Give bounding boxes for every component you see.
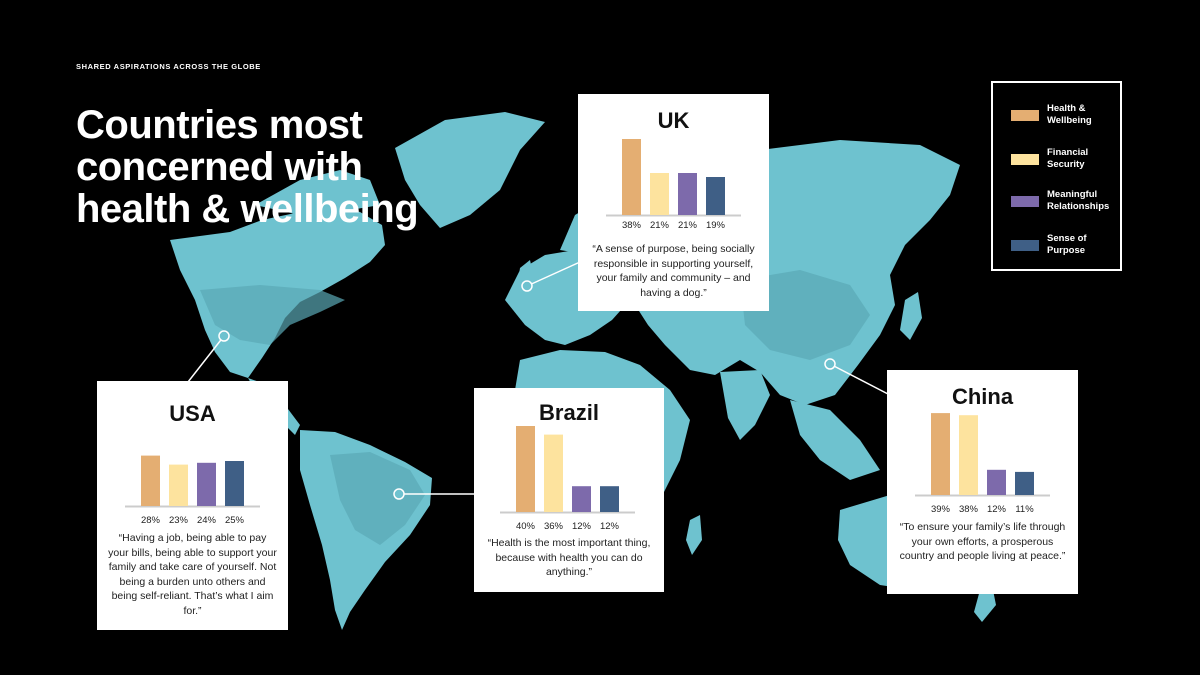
title-line-1: Countries most — [76, 103, 363, 147]
brazil-value-label-relationships: 12% — [572, 521, 592, 532]
china-value-label-financial: 38% — [959, 504, 979, 515]
uk-bar-relationships — [678, 173, 697, 215]
brazil-bar-health — [516, 426, 535, 512]
uk-value-label-health: 38% — [622, 220, 642, 231]
usa-bar-purpose — [225, 461, 244, 506]
usa-bar-chart: 28% 23% 24% 25% — [125, 455, 260, 526]
usa-card-title: USA — [169, 401, 216, 426]
usa-value-label-health: 28% — [141, 515, 161, 526]
china-bar-health — [931, 413, 950, 495]
usa-quote: “Having a job, being able to pay your bi… — [108, 532, 277, 617]
usa-bar-relationships — [197, 462, 216, 506]
uk-card-title: UK — [657, 108, 690, 133]
legend-label-relationships: Meaningful Relationships — [1047, 189, 1110, 212]
india-shape — [720, 370, 770, 440]
china-quote: “To ensure your family’s life through yo… — [899, 521, 1066, 562]
usa-value-label-relationships: 24% — [197, 515, 217, 526]
china-card: China 39% 38% 12% 11% “To ensure your famil… — [887, 370, 1078, 594]
legend-swatch-health — [1011, 109, 1039, 121]
legend-swatch-financial — [1011, 153, 1039, 165]
uk-bar-health — [622, 139, 641, 215]
china-value-label-relationships: 12% — [987, 504, 1007, 515]
southeast-asia-shape — [790, 400, 880, 480]
china-bar-financial — [959, 415, 978, 495]
uk-bar-purpose — [706, 177, 725, 215]
legend-swatch-purpose — [1011, 239, 1039, 251]
legend-item-health: Health & Wellbeing — [1011, 103, 1117, 127]
legend-item-purpose: Sense of Purpose — [1011, 233, 1117, 257]
usa-highlight — [200, 285, 345, 345]
title-line-3: health & wellbeing — [76, 187, 419, 231]
brazil-card: Brazil 40% 36% 12% 12% “Health is the most … — [474, 388, 664, 592]
legend-label-purpose: Sense of Purpose — [1047, 233, 1087, 256]
madagascar-shape — [686, 515, 702, 555]
title-line-2: concerned with — [76, 145, 363, 189]
brazil-highlight — [330, 452, 425, 545]
uk-card: UK 38% 21% 21% 19% “A sense of purpose, bei… — [578, 94, 769, 311]
greenland-shape — [395, 112, 545, 228]
brazil-bar-purpose — [600, 486, 619, 512]
page-title: Countries most concerned with health & w… — [76, 104, 496, 230]
uk-value-label-relationships: 21% — [678, 220, 698, 231]
china-value-label-health: 39% — [931, 504, 951, 515]
uk-bar-financial — [650, 173, 669, 215]
legend: Health & Wellbeing Financial Security Mean… — [991, 81, 1122, 271]
usa-bar-financial — [169, 464, 188, 506]
brazil-bar-chart: 40% 36% 12% 12% — [500, 426, 635, 532]
china-card-title: China — [951, 384, 1014, 409]
china-bar-chart: 39% 38% 12% 11% — [915, 413, 1050, 515]
china-bar-purpose — [1015, 471, 1034, 495]
legend-item-financial: Financial Security — [1011, 147, 1117, 171]
legend-item-relationships: Meaningful Relationships — [1011, 189, 1117, 213]
china-bar-relationships — [987, 469, 1006, 495]
usa-value-label-financial: 23% — [169, 515, 189, 526]
usa-bar-health — [141, 455, 160, 506]
usa-value-label-purpose: 25% — [225, 515, 245, 526]
canada-arctic-shape — [255, 170, 380, 215]
brazil-bar-financial — [544, 434, 563, 512]
uk-value-label-purpose: 19% — [706, 220, 726, 231]
uk-quote: “A sense of purpose, being socially resp… — [592, 243, 755, 299]
usa-card: USA 28% 23% 24% 25% “Having a job, being ab… — [97, 381, 288, 630]
brazil-value-label-health: 40% — [516, 521, 536, 532]
brazil-card-title: Brazil — [539, 400, 599, 425]
brazil-bar-relationships — [572, 486, 591, 512]
uk-bar-chart: 38% 21% 21% 19% — [606, 139, 741, 231]
legend-label-financial: Financial Security — [1047, 147, 1089, 170]
brazil-quote: “Health is the most important thing, bec… — [487, 537, 651, 578]
china-highlight — [740, 270, 870, 360]
brazil-value-label-purpose: 12% — [600, 521, 620, 532]
brazil-value-label-financial: 36% — [544, 521, 564, 532]
japan-shape — [900, 292, 922, 340]
new-zealand-shape — [974, 585, 996, 622]
uk-value-label-financial: 21% — [650, 220, 670, 231]
china-value-label-purpose: 11% — [1015, 504, 1034, 515]
eyebrow-text: SHARED ASPIRATIONS ACROSS THE GLOBE — [76, 62, 261, 71]
legend-swatch-relationships — [1011, 195, 1039, 207]
legend-label-health: Health & Wellbeing — [1047, 103, 1092, 126]
